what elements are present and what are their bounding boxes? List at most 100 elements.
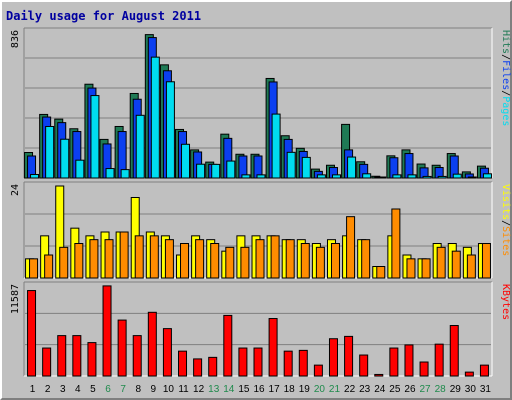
bar-kbytes-day-13 (208, 356, 218, 377)
bar-kbytes-day-16 (253, 347, 263, 377)
bar-kbytes-day-12 (193, 358, 203, 377)
day-label-10: 10 (163, 384, 175, 395)
bar-kbytes-day-2 (42, 347, 52, 377)
bar-kbytes-day-26 (404, 344, 414, 377)
day-label-12: 12 (193, 384, 205, 395)
day-label-7: 7 (120, 384, 126, 395)
bar-sites-day-14 (225, 246, 235, 279)
bar-kbytes-day-25 (389, 347, 399, 377)
bar-sites-day-11 (180, 243, 190, 279)
panel-visits-sites: 24 Visits/Sites (10, 181, 511, 279)
legend-hits-label: Hits (500, 30, 511, 54)
bar-kbytes-day-9 (147, 311, 157, 377)
bar-sites-day-24 (376, 266, 386, 279)
bar-pages-day-21 (331, 174, 341, 179)
day-label-4: 4 (75, 384, 81, 395)
day-label-22: 22 (344, 384, 356, 395)
bar-kbytes-day-18 (283, 350, 293, 377)
bar-pages-day-1 (30, 174, 40, 179)
bar-sites-day-5 (89, 239, 99, 279)
bar-sites-day-18 (285, 239, 295, 279)
bar-sites-day-10 (164, 239, 174, 279)
y-max-label: 24 (10, 184, 21, 196)
bar-kbytes-day-1 (27, 290, 37, 377)
bar-pages-day-25 (392, 174, 402, 179)
bar-kbytes-day-8 (132, 335, 142, 377)
bar-sites-day-13 (210, 243, 220, 279)
bar-sites-day-20 (315, 246, 325, 279)
bar-pages-day-11 (181, 143, 191, 179)
bar-sites-day-19 (300, 243, 310, 279)
bar-pages-day-3 (60, 138, 70, 179)
day-label-16: 16 (253, 384, 265, 395)
bar-sites-day-8 (134, 235, 144, 279)
chart-title: Daily usage for August 2011 (6, 9, 201, 23)
bar-sites-day-2 (44, 254, 54, 279)
bar-sites-day-29 (451, 250, 461, 279)
bar-pages-day-18 (286, 151, 296, 179)
legend-visits-sites: Visits/Sites (500, 184, 511, 256)
bar-pages-day-10 (165, 81, 175, 179)
bar-sites-day-15 (240, 246, 250, 279)
bar-kbytes-day-19 (298, 349, 308, 377)
bar-kbytes-day-11 (178, 350, 188, 377)
panel-hits-files-pages: 836 Hits/Files/Pages (10, 27, 511, 179)
bar-sites-day-26 (406, 258, 416, 279)
bar-kbytes-day-28 (434, 343, 444, 377)
bar-pages-day-13 (211, 163, 221, 179)
bar-sites-day-7 (119, 231, 129, 279)
x-axis-day-labels: 1 2 3 4 5 6 7 8 9 10 11 12 13 14 15 16 17 18 19 20 21 22 23 24 2… (30, 384, 492, 395)
legend-hits-files-pages: Hits/Files/Pages (500, 30, 511, 126)
bar-sites-day-31 (481, 243, 491, 279)
day-label-13: 13 (208, 384, 220, 395)
bar-kbytes-day-3 (57, 335, 67, 377)
legend-separator: / (500, 90, 511, 96)
bar-pages-day-22 (347, 156, 357, 179)
day-label-23: 23 (359, 384, 371, 395)
legend-separator: / (500, 220, 511, 226)
bar-kbytes-day-30 (464, 371, 474, 377)
day-label-2: 2 (45, 384, 51, 395)
bar-pages-day-24 (377, 176, 387, 179)
bar-sites-day-3 (59, 246, 69, 279)
bar-kbytes-day-27 (419, 361, 429, 377)
legend-visits-label: Visits (500, 184, 511, 220)
bar-sites-day-6 (104, 239, 114, 279)
day-label-9: 9 (151, 384, 157, 395)
bar-sites-day-16 (255, 239, 265, 279)
day-label-11: 11 (178, 384, 189, 395)
bar-pages-day-8 (135, 114, 145, 179)
bar-sites-day-12 (195, 239, 205, 279)
bar-sites-day-23 (361, 239, 371, 279)
day-label-25: 25 (389, 384, 401, 395)
bar-pages-day-20 (316, 174, 326, 179)
bar-pages-day-26 (407, 174, 417, 179)
bar-sites-day-25 (391, 208, 401, 279)
bar-kbytes-day-21 (328, 338, 338, 377)
day-label-27: 27 (420, 384, 432, 395)
bar-sites-day-4 (74, 243, 84, 279)
bar-pages-day-9 (150, 56, 160, 179)
bar-kbytes-day-6 (102, 285, 112, 377)
bar-kbytes-day-22 (344, 335, 354, 377)
day-label-28: 28 (435, 384, 447, 395)
bar-sites-day-30 (466, 254, 476, 279)
bar-sites-day-22 (346, 216, 356, 279)
legend-kbytes: KBytes (500, 284, 511, 320)
bar-kbytes-day-14 (223, 314, 233, 377)
bar-pages-day-23 (362, 173, 372, 179)
day-label-21: 21 (329, 384, 341, 395)
bar-kbytes-day-7 (117, 319, 127, 377)
bar-pages-day-30 (467, 176, 477, 179)
bar-pages-day-14 (226, 160, 236, 179)
bar-kbytes-day-17 (268, 318, 278, 377)
legend-separator: / (500, 54, 511, 60)
legend-pages-label: Pages (500, 96, 511, 126)
day-label-20: 20 (314, 384, 326, 395)
day-label-1: 1 (30, 384, 36, 395)
day-label-3: 3 (60, 384, 66, 395)
bar-pages-day-15 (241, 174, 251, 179)
bar-pages-day-31 (482, 173, 492, 179)
bar-kbytes-day-29 (449, 325, 459, 377)
